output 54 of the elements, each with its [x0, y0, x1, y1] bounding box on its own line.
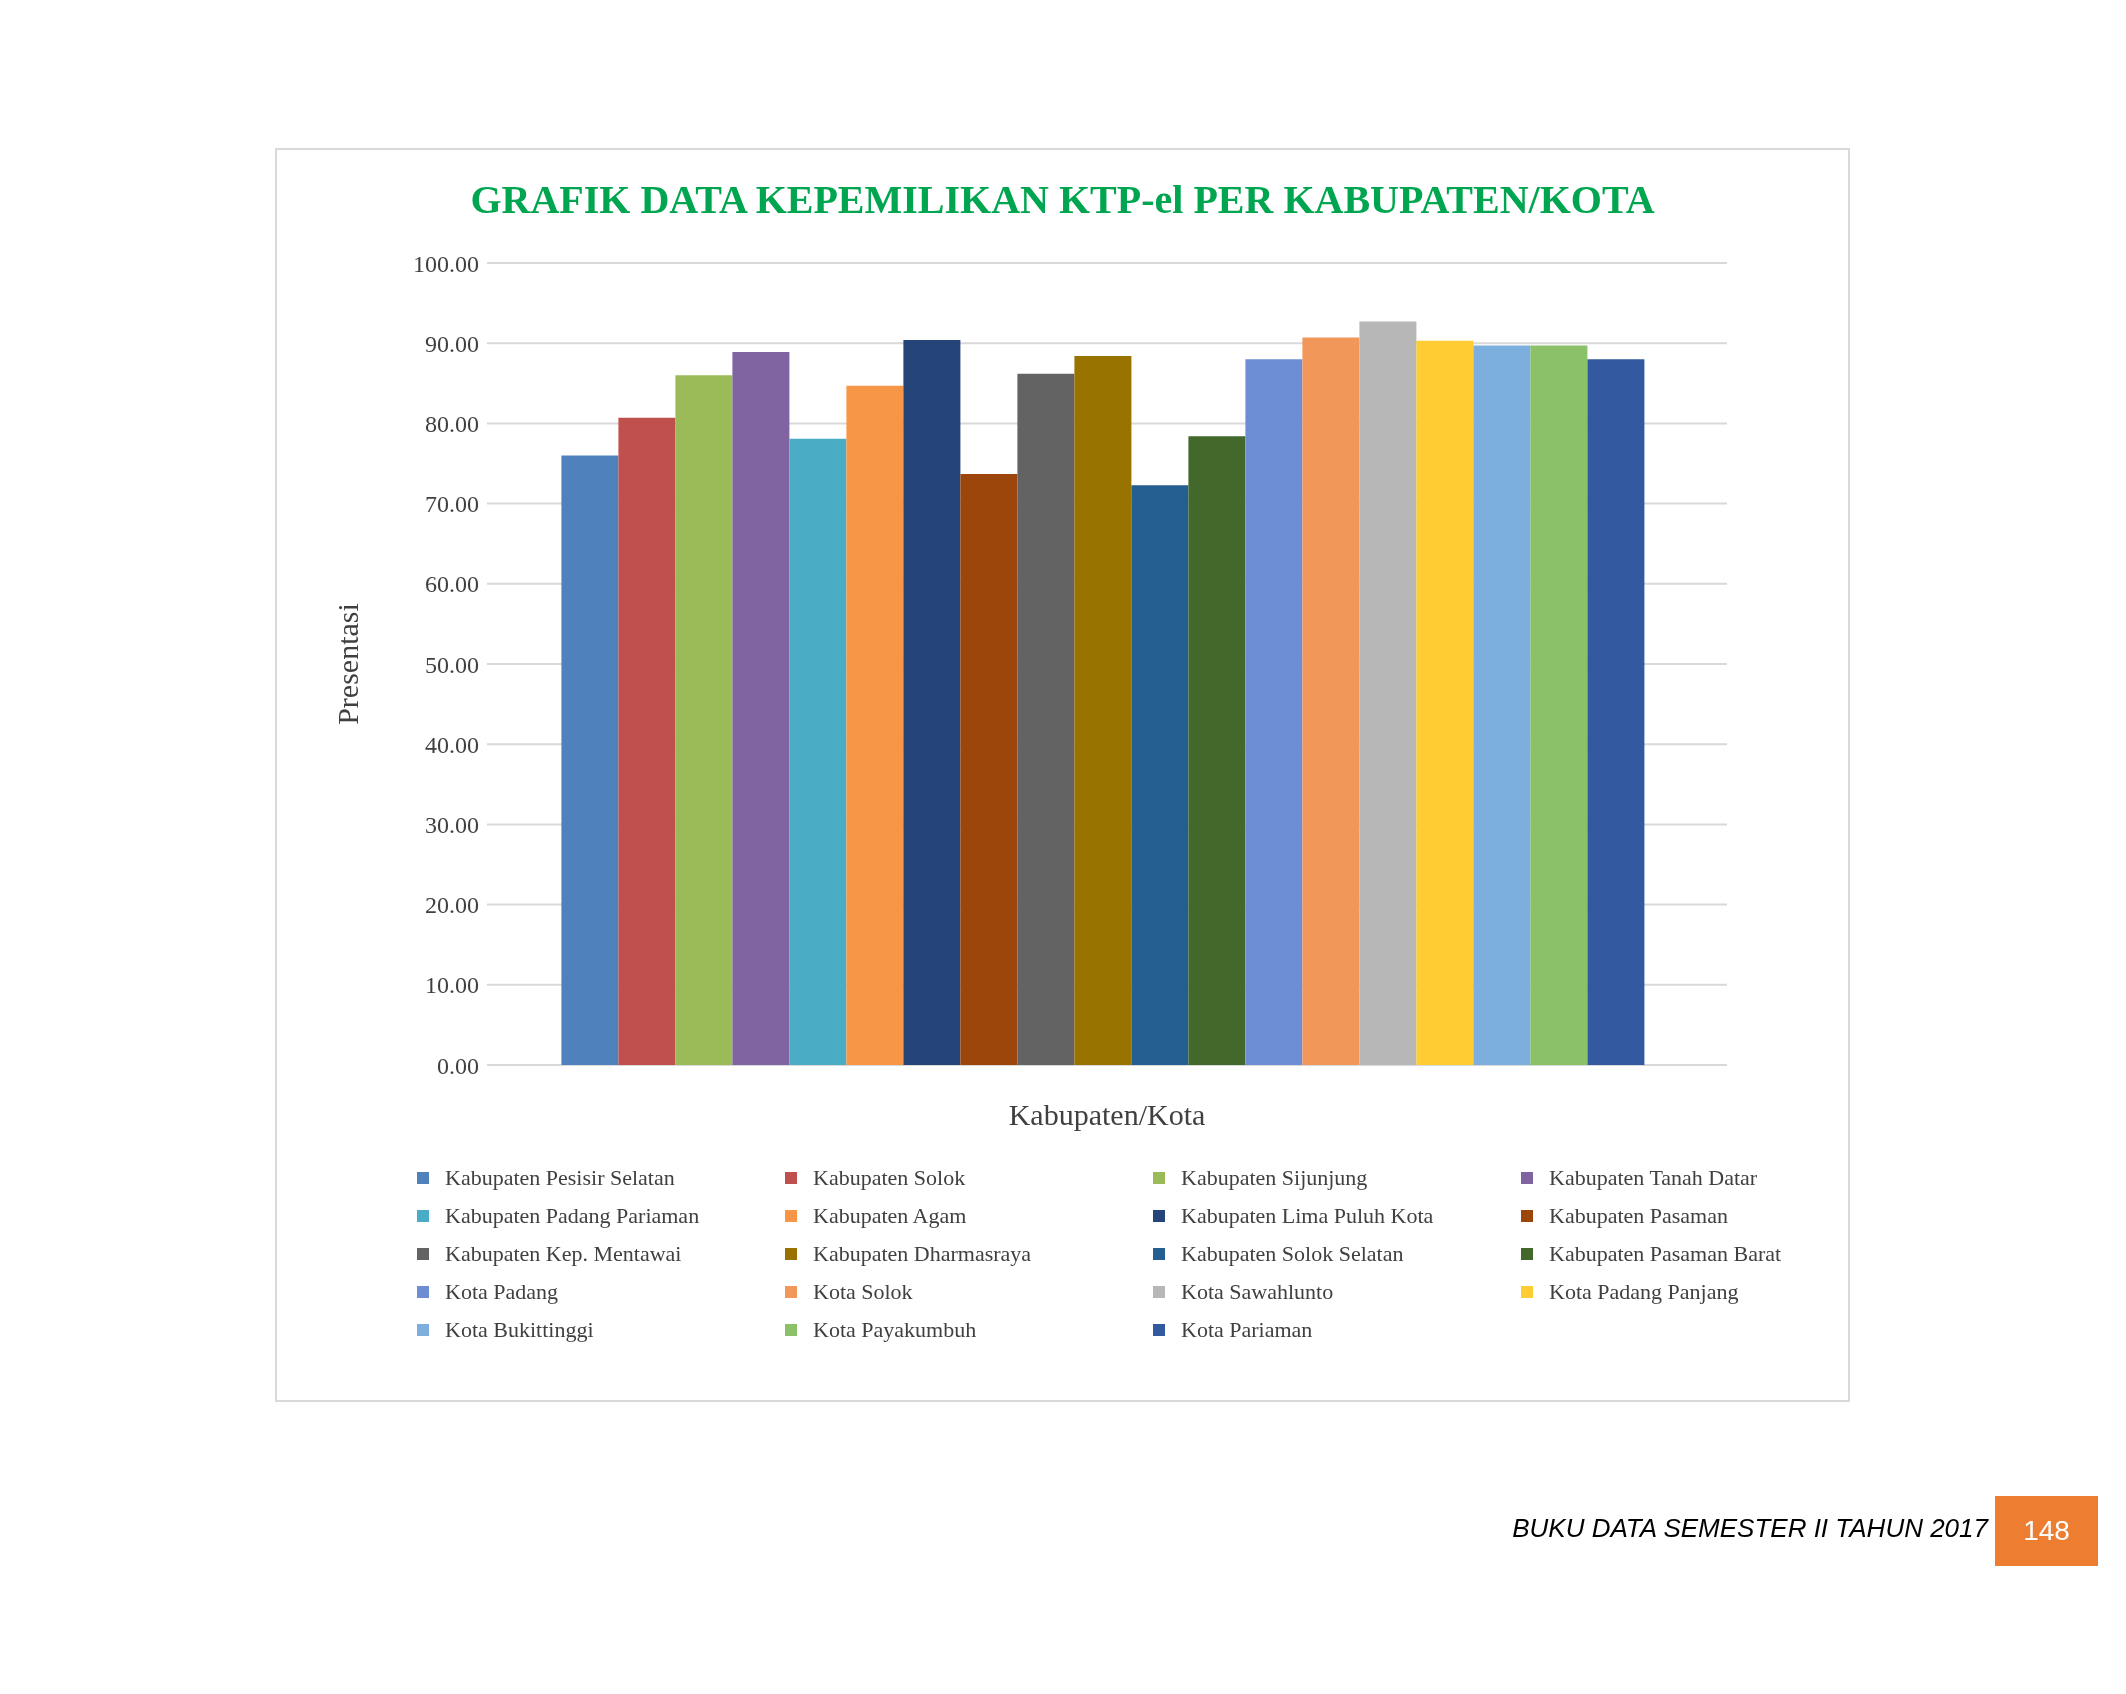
legend-label: Kabupaten Pesisir Selatan — [445, 1165, 675, 1191]
legend-label: Kota Payakumbuh — [813, 1317, 977, 1343]
y-tick-label: 70.00 — [425, 491, 479, 518]
y-tick-label: 30.00 — [425, 811, 479, 838]
bar — [846, 385, 904, 1065]
legend-label: Kota Pariaman — [1181, 1317, 1313, 1343]
legend-label: Kabupaten Sijunjung — [1181, 1165, 1368, 1191]
legend-label: Kabupaten Dharmasraya — [813, 1241, 1032, 1267]
x-axis-title: Kabupaten/Kota — [1008, 1098, 1206, 1131]
text: BUKU DATA SEMESTER II TAHUN 2017 — [1511, 1513, 1988, 1544]
bar — [1530, 345, 1588, 1065]
legend-label: Kabupaten Pasaman Barat — [1549, 1241, 1782, 1267]
legend-label: Kabupaten Kep. Mentawai — [445, 1241, 682, 1267]
legend-label: Kota Sawahlunto — [1181, 1279, 1334, 1305]
text: 148 — [1995, 1496, 2098, 1566]
legend-label: Kabupaten Tanah Datar — [1549, 1165, 1758, 1191]
bar — [1473, 345, 1531, 1065]
y-tick-label: 0.00 — [437, 1052, 479, 1079]
bar — [960, 473, 1018, 1065]
legend-label: Kabupaten Solok — [813, 1165, 966, 1191]
y-tick-label: 50.00 — [425, 651, 479, 678]
bar — [1131, 485, 1189, 1065]
y-tick-label: 40.00 — [425, 731, 479, 758]
bar — [732, 352, 790, 1065]
chart-title: GRAFIK DATA KEPEMILIKAN KTP-el PER KABUPATEN/KOTA — [469, 176, 1656, 223]
y-tick-label: 100.00 — [413, 250, 479, 277]
y-tick-label: 90.00 — [425, 330, 479, 357]
bar — [618, 417, 676, 1065]
bar — [1302, 337, 1360, 1065]
legend-label: Kabupaten Agam — [813, 1203, 967, 1229]
legend-label: Kota Bukittinggi — [445, 1317, 594, 1343]
legend-label: Kabupaten Solok Selatan — [1181, 1241, 1404, 1267]
y-tick-label: 60.00 — [425, 571, 479, 598]
bar — [1017, 373, 1075, 1065]
bar — [903, 339, 961, 1065]
bar — [1188, 436, 1246, 1065]
legend-label: Kabupaten Padang Pariaman — [445, 1203, 700, 1229]
y-tick-label: 80.00 — [425, 410, 479, 437]
bar — [1587, 359, 1645, 1065]
legend-label: Kabupaten Lima Puluh Kota — [1181, 1203, 1434, 1229]
bar — [1359, 321, 1417, 1065]
y-tick-label: 10.00 — [425, 972, 479, 999]
bar — [1074, 356, 1132, 1065]
bar — [1416, 340, 1474, 1065]
y-axis-title: Presentasi — [330, 603, 364, 725]
legend-label: Kabupaten Pasaman — [1549, 1203, 1728, 1229]
bar — [1245, 359, 1303, 1065]
bar — [561, 455, 619, 1065]
bar — [789, 438, 847, 1065]
legend-label: Kota Solok — [813, 1279, 913, 1305]
legend-label: Kota Padang — [445, 1279, 559, 1305]
y-tick-label: 20.00 — [425, 892, 479, 919]
bar — [675, 375, 733, 1065]
legend-label: Kota Padang Panjang — [1549, 1279, 1739, 1305]
